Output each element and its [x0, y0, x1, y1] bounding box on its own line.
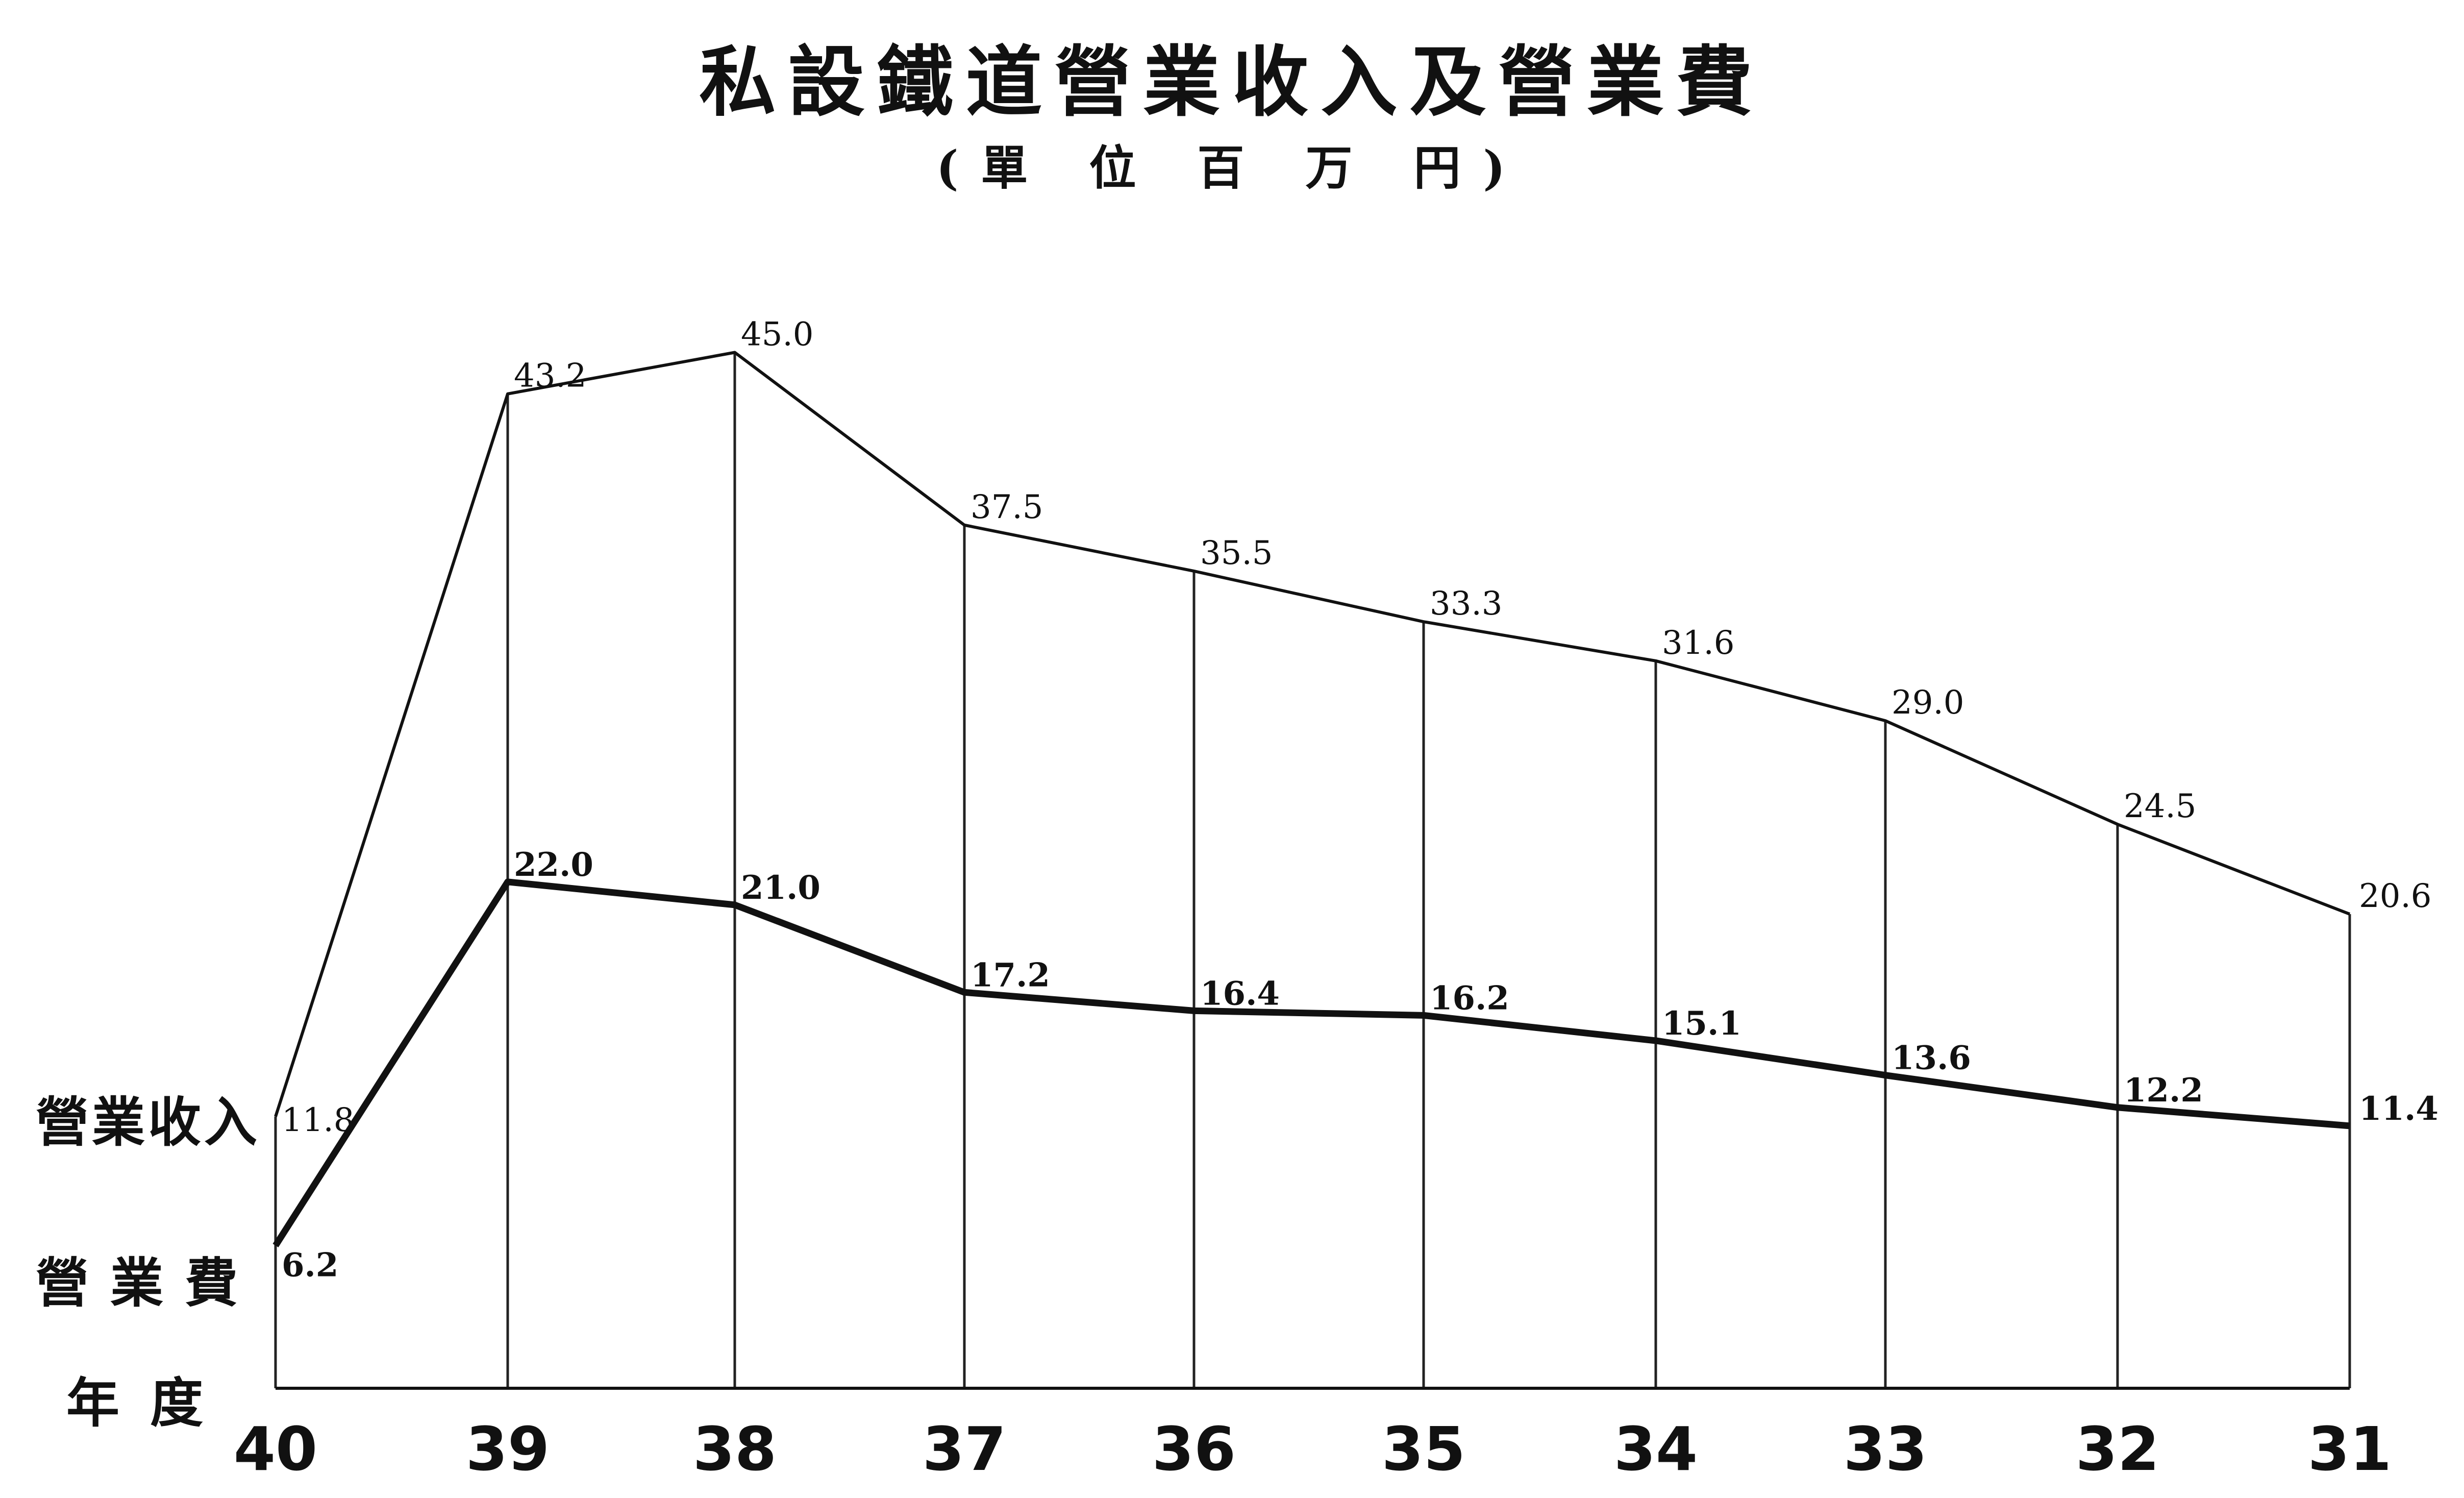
revenue-data-label-34: 31.6 — [1662, 624, 1735, 662]
expenses-data-label-35: 16.2 — [1430, 979, 1509, 1017]
revenue-data-label-39: 43.2 — [514, 357, 587, 395]
expenses-data-label-34: 15.1 — [1662, 1004, 1741, 1043]
chart-title: 私設鐵道營業收入及營業費 — [699, 37, 1765, 127]
x-axis-label: 年度 — [66, 1371, 234, 1434]
series-name-expenses: 營業費 — [36, 1251, 259, 1314]
series-line-expenses — [272, 878, 2350, 1247]
revenue-data-label-36: 35.5 — [1200, 534, 1273, 572]
expenses-data-label-32: 12.2 — [2124, 1071, 2203, 1110]
revenue-data-label-33: 29.0 — [1891, 684, 1964, 722]
revenue-data-label-40: 11.8 — [282, 1101, 355, 1139]
revenue-data-label-31: 20.6 — [2359, 877, 2432, 915]
series-name-revenue: 營業收入 — [36, 1091, 260, 1153]
x-tick-label-34: 34 — [1614, 1414, 1698, 1484]
expenses-data-label-36: 16.4 — [1200, 974, 1280, 1013]
revenue-data-label-37: 37.5 — [970, 488, 1043, 526]
revenue-data-label-38: 45.0 — [741, 316, 814, 354]
x-tick-label-39: 39 — [466, 1414, 550, 1484]
x-tick-label-35: 35 — [1382, 1414, 1465, 1484]
revenue-data-label-35: 33.3 — [1430, 585, 1503, 623]
series-line-revenue — [274, 351, 2351, 1117]
expenses-data-label-39: 22.0 — [514, 846, 593, 884]
expenses-data-label-33: 13.6 — [1891, 1039, 1971, 1077]
x-tick-label-37: 37 — [923, 1414, 1006, 1484]
expenses-data-label-31: 11.4 — [2359, 1090, 2438, 1128]
x-tick-label-38: 38 — [693, 1414, 777, 1484]
expenses-data-label-37: 17.2 — [970, 956, 1050, 994]
chart-subtitle: (單 位 百 万 円) — [936, 140, 1528, 195]
x-tick-label-32: 32 — [2076, 1414, 2159, 1484]
expenses-data-label-38: 21.0 — [741, 869, 820, 907]
x-tick-label-40: 40 — [234, 1414, 317, 1484]
revenue-data-label-32: 24.5 — [2124, 788, 2197, 825]
expenses-data-label-40: 6.2 — [282, 1246, 338, 1284]
x-tick-label-33: 33 — [1844, 1414, 1927, 1484]
x-tick-label-31: 31 — [2308, 1414, 2392, 1484]
x-tick-label-36: 36 — [1152, 1414, 1236, 1484]
